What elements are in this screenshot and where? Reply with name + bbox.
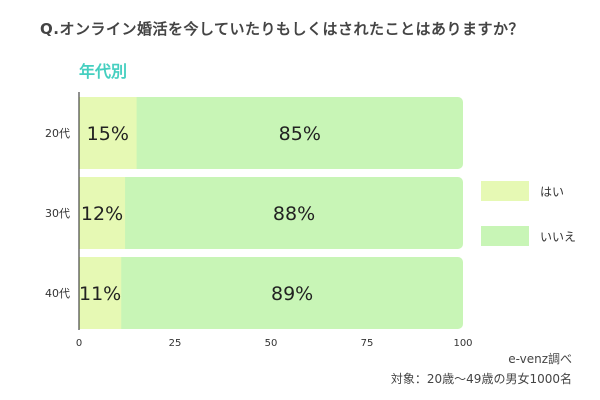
- bar-segment-no: [79, 177, 463, 249]
- survey-note: 対象：20歳〜49歳の男女1000名: [390, 372, 572, 386]
- legend-swatch: [481, 181, 529, 201]
- legend-label: いいえ: [540, 230, 576, 244]
- category-label: 40代: [45, 287, 70, 300]
- category-label: 20代: [45, 127, 70, 140]
- category-label: 30代: [45, 207, 70, 220]
- legend-label: はい: [540, 185, 564, 199]
- bar-segment-no: [79, 97, 463, 169]
- x-tick-label: 50: [265, 338, 278, 349]
- question-title: Q.オンライン婚活を今していたりもしくはされたことはありますか？: [40, 20, 525, 38]
- bar-segment-yes: [79, 257, 122, 329]
- x-tick-label: 100: [453, 338, 472, 349]
- bar-segment-yes: [79, 97, 137, 169]
- x-tick-label: 75: [361, 338, 374, 349]
- data-label-no: 89%: [271, 283, 313, 305]
- data-label-yes: 15%: [87, 123, 129, 145]
- legend-swatch: [481, 226, 529, 246]
- source-credit: e-venz調べ: [508, 352, 572, 366]
- data-label-no: 85%: [279, 123, 321, 145]
- x-tick-label: 0: [76, 338, 82, 349]
- bar-segment-yes: [79, 177, 126, 249]
- bar-segment-no: [79, 257, 463, 329]
- x-tick-label: 25: [169, 338, 182, 349]
- data-label-yes: 12%: [81, 203, 123, 225]
- data-label-yes: 11%: [79, 283, 121, 305]
- data-label-no: 88%: [273, 203, 315, 225]
- chart-subtitle: 年代別: [79, 62, 128, 81]
